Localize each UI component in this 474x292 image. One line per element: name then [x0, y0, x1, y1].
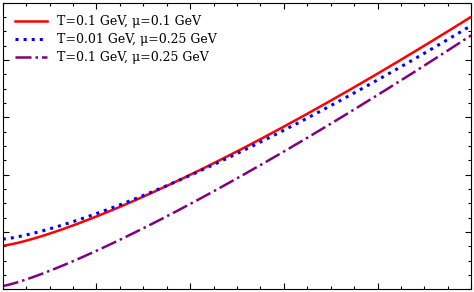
- T=0.1 GeV, μ=0.1 GeV: [384, 67, 390, 70]
- Line: T=0.1 GeV, μ=0.1 GeV: T=0.1 GeV, μ=0.1 GeV: [3, 17, 471, 246]
- T=0.01 GeV, μ=0.25 GeV: [468, 24, 474, 27]
- T=0.1 GeV, μ=0.25 GeV: [279, 151, 284, 155]
- Line: T=0.01 GeV, μ=0.25 GeV: T=0.01 GeV, μ=0.25 GeV: [3, 25, 471, 239]
- T=0.01 GeV, μ=0.25 GeV: [384, 73, 390, 77]
- T=0.1 GeV, μ=0.1 GeV: [0, 244, 6, 247]
- T=0.1 GeV, μ=0.25 GeV: [222, 183, 228, 187]
- T=0.01 GeV, μ=0.25 GeV: [279, 130, 284, 133]
- T=0.1 GeV, μ=0.1 GeV: [254, 140, 259, 143]
- T=0.01 GeV, μ=0.25 GeV: [254, 142, 259, 146]
- T=0.1 GeV, μ=0.1 GeV: [468, 15, 474, 18]
- T=0.01 GeV, μ=0.25 GeV: [222, 157, 228, 161]
- T=0.01 GeV, μ=0.25 GeV: [225, 156, 231, 159]
- T=0.1 GeV, μ=0.25 GeV: [468, 34, 474, 37]
- T=0.1 GeV, μ=0.25 GeV: [225, 182, 231, 185]
- T=0.1 GeV, μ=0.25 GeV: [254, 166, 259, 169]
- T=0.1 GeV, μ=0.1 GeV: [457, 22, 463, 26]
- T=0.1 GeV, μ=0.1 GeV: [225, 154, 231, 158]
- T=0.1 GeV, μ=0.1 GeV: [279, 126, 284, 130]
- Legend: T=0.1 GeV, μ=0.1 GeV, T=0.01 GeV, μ=0.25 GeV, T=0.1 GeV, μ=0.25 GeV: T=0.1 GeV, μ=0.1 GeV, T=0.01 GeV, μ=0.25…: [9, 9, 222, 71]
- T=0.1 GeV, μ=0.25 GeV: [384, 88, 390, 91]
- T=0.1 GeV, μ=0.1 GeV: [222, 156, 228, 159]
- T=0.01 GeV, μ=0.25 GeV: [0, 237, 6, 241]
- Line: T=0.1 GeV, μ=0.25 GeV: T=0.1 GeV, μ=0.25 GeV: [3, 35, 471, 286]
- T=0.1 GeV, μ=0.25 GeV: [0, 284, 6, 288]
- T=0.1 GeV, μ=0.25 GeV: [457, 41, 463, 44]
- T=0.01 GeV, μ=0.25 GeV: [457, 30, 463, 34]
